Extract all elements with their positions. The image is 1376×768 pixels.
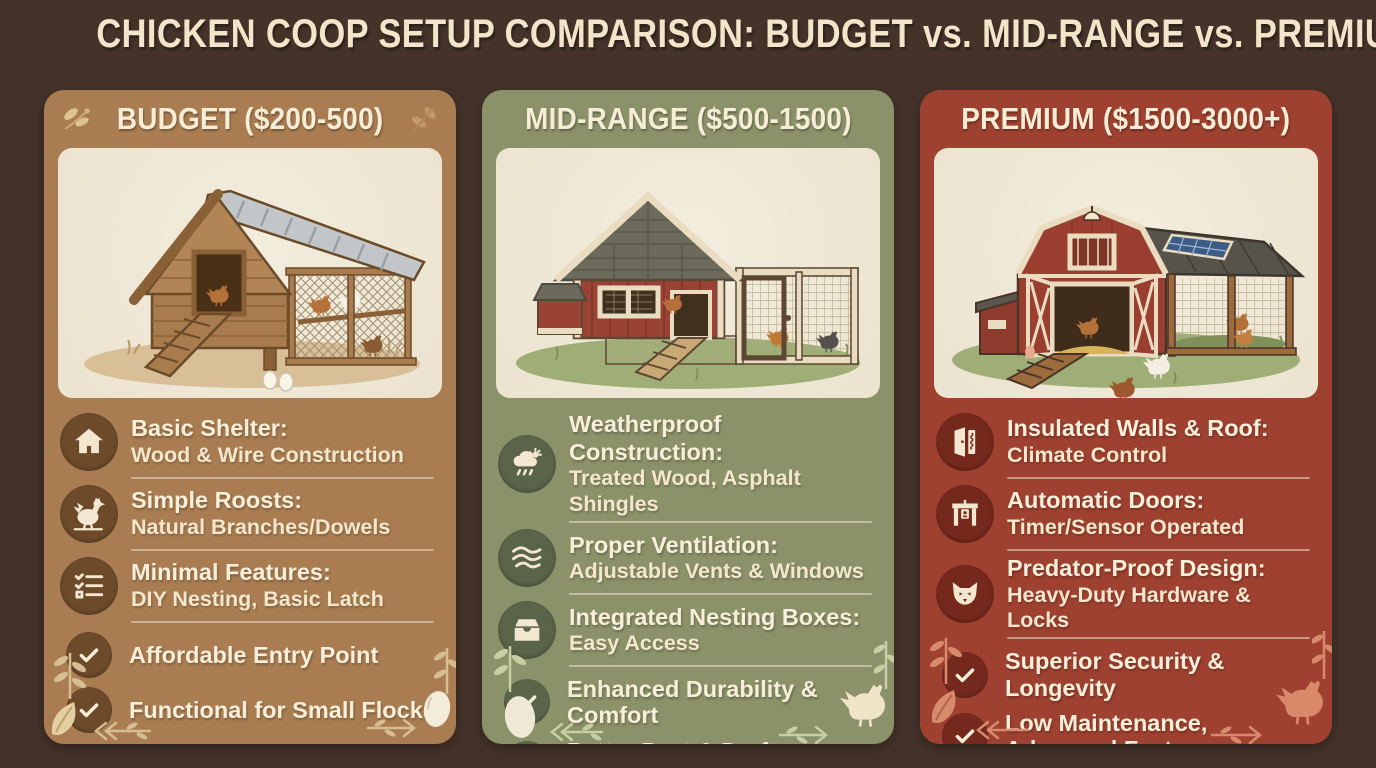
feature-desc: Climate Control (1007, 443, 1168, 468)
home-icon (60, 413, 118, 471)
feature-title: Basic Shelter: (131, 415, 288, 442)
check-item: Functional for Small Flocks (60, 687, 436, 733)
mid-range-card-header: MID-RANGE ($500-1500) (482, 90, 894, 148)
automatic-door-icon (936, 485, 994, 543)
check-item: Superior Security & Longevity (936, 648, 1312, 701)
divider (569, 521, 872, 524)
check-label: Better Pest & Draft Protection (567, 738, 874, 744)
feature-title: Proper Ventilation: (569, 531, 778, 558)
check-label: Functional for Small Flocks (129, 696, 436, 723)
feature-title: Minimal Features: (131, 559, 331, 586)
feature-desc: Heavy-Duty Hardware & Locks (1007, 582, 1251, 633)
check-icon (504, 741, 550, 744)
feature-desc: DIY Nesting, Basic Latch (131, 587, 384, 612)
divider (569, 665, 872, 668)
premium-coop-illustration (934, 148, 1318, 398)
budget-card-header: BUDGET ($200-500) (44, 90, 456, 148)
feature-desc: Natural Branches/Dowels (131, 515, 391, 540)
check-label: Low Maintenance, Advanced Features (1005, 710, 1222, 744)
feature-desc: Easy Access (569, 631, 700, 656)
check-icon (942, 651, 988, 698)
check-icon (504, 679, 550, 726)
feature-desc: Adjustable Vents & Windows (569, 559, 864, 584)
leaf-sprig-icon (64, 108, 90, 130)
divider (131, 621, 434, 623)
premium-card-header: PREMIUM ($1500-3000+) (920, 90, 1332, 148)
feature-desc: Treated Wood, Asphalt Shingles (569, 466, 801, 516)
feature-item: Simple Roosts: Natural Branches/Dowels (60, 483, 436, 545)
nesting-box-icon (498, 601, 556, 660)
feature-title: Weatherproof Construction: (569, 411, 724, 465)
check-label: Enhanced Durability & Comfort (567, 676, 818, 729)
budget-feature-list: Basic Shelter: Wood & Wire Construction (44, 398, 456, 733)
leaf-sprig-icon (412, 106, 436, 133)
budget-card: BUDGET ($200-500) (44, 90, 456, 744)
page-title: CHICKEN COOP SETUP COMPARISON: BUDGET vs… (96, 12, 1376, 56)
check-item: Low Maintenance, Advanced Features (936, 710, 1312, 744)
feature-item: Automatic Doors: Timer/Sensor Operated (936, 483, 1312, 545)
divider (1007, 549, 1310, 551)
feature-title: Automatic Doors: (1007, 487, 1205, 514)
mid-range-card-title: MID-RANGE ($500-1500) (524, 101, 852, 136)
predator-icon (936, 565, 994, 624)
mid-range-coop-illustration (496, 148, 880, 398)
divider (569, 593, 872, 596)
divider (1007, 477, 1310, 479)
weatherproof-icon (498, 435, 556, 494)
check-label: Superior Security & Longevity (1005, 648, 1225, 701)
feature-item: Minimal Features: DIY Nesting, Basic Lat… (60, 555, 436, 617)
premium-card: PREMIUM ($1500-3000+) (920, 90, 1332, 744)
comparison-columns: BUDGET ($200-500) (44, 90, 1332, 744)
feature-item: Insulated Walls & Roof: Climate Control (936, 411, 1312, 473)
check-icon (66, 687, 112, 733)
checklist-icon (60, 557, 118, 615)
feature-item: Proper Ventilation: Adjustable Vents & W… (498, 527, 874, 589)
check-icon (942, 713, 988, 744)
feature-item: Integrated Nesting Boxes: Easy Access (498, 599, 874, 661)
feature-desc: Wood & Wire Construction (131, 443, 404, 468)
check-label: Affordable Entry Point (129, 641, 379, 668)
feature-title: Integrated Nesting Boxes: (569, 603, 861, 630)
feature-title: Insulated Walls & Roof: (1007, 415, 1269, 442)
check-icon (66, 632, 112, 678)
premium-card-title: PREMIUM ($1500-3000+) (961, 101, 1291, 136)
divider (1007, 637, 1310, 640)
check-item: Affordable Entry Point (60, 632, 436, 678)
mid-range-card: MID-RANGE ($500-1500) (482, 90, 894, 744)
feature-item: Basic Shelter: Wood & Wire Construction (60, 411, 436, 473)
feature-item: Weatherproof Construction: Treated Wood,… (498, 411, 874, 517)
feature-item: Predator-Proof Design: Heavy-Duty Hardwa… (936, 555, 1312, 633)
feature-title: Predator-Proof Design: (1007, 555, 1266, 581)
check-item: Enhanced Durability & Comfort (498, 676, 874, 729)
chicken-icon (60, 485, 118, 543)
check-item: Better Pest & Draft Protection (498, 738, 874, 744)
insulated-door-icon (936, 413, 994, 471)
budget-card-title: BUDGET ($200-500) (116, 101, 384, 136)
ventilation-icon (498, 529, 556, 588)
premium-feature-list: Insulated Walls & Roof: Climate Control (920, 398, 1332, 744)
divider (131, 549, 434, 551)
divider (131, 477, 434, 479)
feature-desc: Timer/Sensor Operated (1007, 515, 1245, 540)
mid-range-feature-list: Weatherproof Construction: Treated Wood,… (482, 398, 894, 744)
budget-coop-illustration (58, 148, 442, 398)
feature-title: Simple Roosts: (131, 487, 303, 514)
